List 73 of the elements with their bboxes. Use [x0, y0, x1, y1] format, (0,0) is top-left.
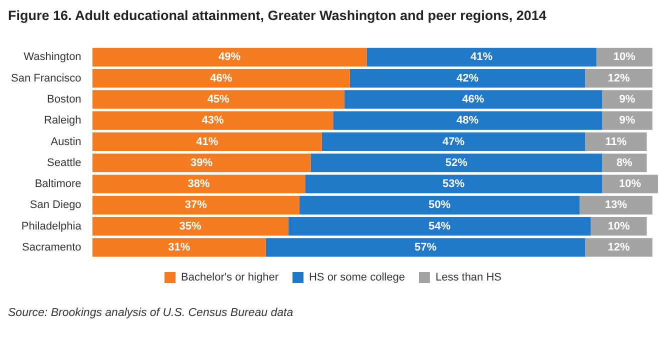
data-label: 35% [179, 220, 202, 232]
data-label: 12% [608, 241, 630, 254]
data-label: 10% [608, 220, 630, 232]
bar [350, 69, 586, 88]
data-label: 52% [445, 156, 468, 169]
data-label: 10% [613, 51, 636, 64]
legend-label: Less than HS [435, 272, 502, 284]
data-label: 49% [218, 51, 241, 64]
data-label: 12% [608, 72, 630, 84]
data-label: 41% [470, 51, 493, 64]
y-tick-label: Raleigh [44, 114, 82, 127]
legend-label: HS or some college [308, 272, 405, 284]
data-label: 37% [184, 199, 208, 212]
bar [92, 90, 344, 109]
data-label: 13% [604, 199, 628, 212]
data-label: 46% [462, 93, 484, 106]
data-label: 54% [428, 220, 451, 232]
bar [585, 69, 652, 88]
bar [288, 216, 591, 236]
bar [602, 154, 647, 172]
bar [344, 90, 602, 109]
data-label: 38% [188, 178, 210, 190]
bar [602, 174, 658, 194]
source-note: Source: Brookings analysis of U.S. Census Bureau data [8, 307, 294, 319]
data-label: 10% [618, 178, 642, 190]
legend-label: Bachelor's or higher [180, 272, 279, 284]
data-label: 31% [168, 241, 190, 254]
data-label: 47% [442, 136, 465, 148]
data-label: 39% [190, 156, 213, 169]
bar [92, 174, 306, 194]
bar [305, 174, 602, 194]
chart-title: Figure 16. Adult educational attainment, Greater Washington and peer regions, 2014 [8, 8, 548, 23]
bar [366, 48, 596, 66]
data-label: 8% [616, 156, 633, 169]
y-tick-label: Baltimore [34, 178, 82, 190]
y-tick-label: Seattle [47, 156, 82, 169]
bar [602, 111, 652, 130]
bar [602, 90, 652, 109]
bar [92, 196, 300, 214]
data-label: 42% [456, 72, 479, 84]
y-tick-label: Washington [24, 51, 82, 64]
y-tick-label: Austin [50, 136, 82, 148]
data-label: 50% [428, 199, 451, 212]
data-label: 9% [619, 93, 636, 106]
bar [580, 196, 652, 214]
bar [310, 154, 602, 172]
bar [92, 238, 266, 257]
bar [333, 111, 602, 130]
bar [300, 196, 580, 214]
bar [322, 132, 586, 152]
data-label: 11% [605, 136, 627, 148]
data-label: 48% [456, 114, 479, 127]
y-tick-label: San Diego [30, 199, 82, 212]
y-tick-label: Boston [47, 93, 82, 106]
bar [92, 132, 322, 152]
y-tick-label: San Francisco [10, 72, 82, 84]
bar [585, 238, 652, 257]
data-label: 41% [196, 136, 218, 148]
bar [266, 238, 586, 257]
bar [92, 111, 334, 130]
data-label: 57% [414, 241, 437, 254]
bar [92, 216, 288, 236]
data-label: 43% [202, 114, 224, 127]
bar [92, 69, 350, 88]
data-label: 9% [619, 114, 636, 127]
data-label: 53% [442, 178, 465, 190]
data-label: 45% [207, 93, 230, 106]
data-label: 46% [210, 72, 232, 84]
y-tick-label: Sacramento [22, 241, 82, 254]
bar [92, 154, 311, 172]
bar [585, 132, 647, 152]
y-tick-label: Philadelphia [21, 220, 82, 232]
bar [92, 48, 367, 66]
